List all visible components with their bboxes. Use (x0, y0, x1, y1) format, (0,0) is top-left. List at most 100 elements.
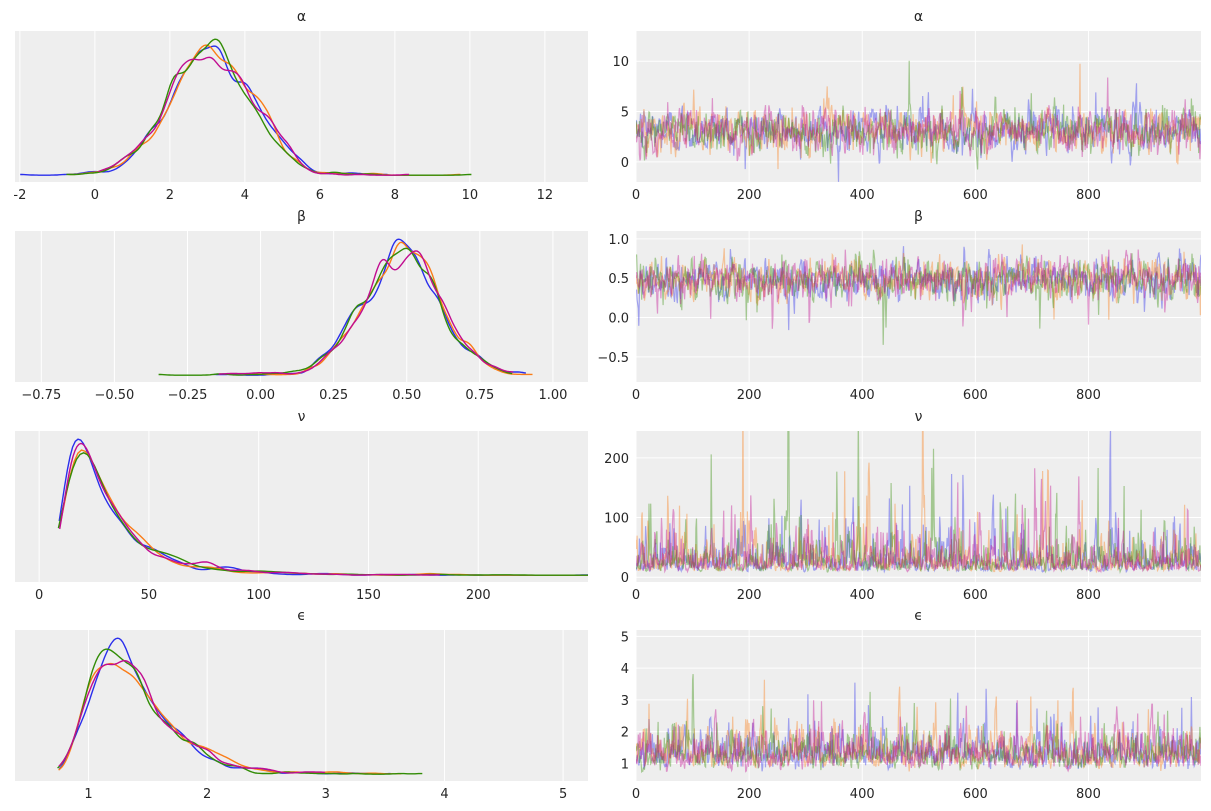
x-tick-label: 200 (737, 787, 762, 802)
x-tick-label: −0.50 (94, 388, 134, 403)
y-tick-label: 4 (621, 662, 629, 677)
x-tick-label: 200 (466, 588, 491, 603)
panel-title: α (914, 9, 923, 25)
plot-area (636, 431, 1201, 582)
x-tick-label: 0.25 (319, 388, 348, 403)
kde-panel-2: −0.75 −0.50 −0.25 0.00 0.25 0.50 0.75 1.00 β (15, 209, 588, 403)
x-tick-label: 6 (316, 188, 324, 203)
x-tick-label: 600 (963, 388, 988, 403)
x-tick-label: 1 (84, 787, 92, 802)
plot-area (15, 431, 588, 582)
x-tick-label: 200 (737, 588, 762, 603)
x-tick-label: 100 (246, 588, 271, 603)
x-tick-label: 10 (462, 188, 479, 203)
x-tick-label: 0 (632, 787, 640, 802)
x-tick-label: 400 (850, 188, 875, 203)
y-tick-label: 0 (621, 156, 629, 171)
trace-line-chain-0 (636, 246, 1201, 331)
x-tick-label: 50 (141, 588, 158, 603)
trace-panel-1: 0 200 400 600 800 0 5 10 α (612, 9, 1201, 203)
trace-line-chain-1 (636, 431, 1201, 574)
kde-panel-3: 0 50 100 150 200 ν (15, 409, 588, 603)
y-tick-label: 1 (621, 758, 629, 773)
x-tick-label: 200 (737, 388, 762, 403)
x-tick-label: 8 (391, 188, 399, 203)
trace-line-chain-1 (636, 244, 1201, 320)
x-tick-label: 3 (322, 787, 330, 802)
plot-area (636, 231, 1201, 382)
trace-line-chain-3 (636, 468, 1201, 574)
panel-title: α (297, 9, 306, 25)
x-tick-label: 1.00 (538, 388, 567, 403)
x-tick-label: -2 (13, 188, 26, 203)
x-tick-label: 200 (737, 188, 762, 203)
x-tick-label: 800 (1076, 787, 1101, 802)
kde-line-chain-1 (59, 449, 588, 576)
x-tick-label: −0.25 (168, 388, 208, 403)
x-tick-label: 0 (35, 588, 43, 603)
trace-line-chain-1 (636, 63, 1201, 170)
x-tick-label: 0 (632, 188, 640, 203)
x-tick-label: 600 (963, 787, 988, 802)
x-tick-label: 0.00 (246, 388, 275, 403)
trace-panel-2: 0 200 400 600 800 −0.5 0.0 0.5 1.0 β (597, 209, 1201, 403)
x-tick-label: 0 (632, 588, 640, 603)
panel-title: ϵ (914, 608, 923, 624)
x-tick-label: 2 (203, 787, 211, 802)
y-tick-label: 5 (621, 106, 629, 121)
plot-area (15, 31, 588, 182)
x-tick-label: 400 (850, 588, 875, 603)
x-tick-label: 0.50 (392, 388, 421, 403)
y-tick-label: −0.5 (597, 351, 629, 366)
plot-area (15, 630, 588, 781)
x-tick-label: 2 (166, 188, 174, 203)
x-tick-label: 5 (559, 787, 567, 802)
x-tick-label: 400 (850, 787, 875, 802)
plot-area (15, 231, 588, 382)
x-tick-label: 0 (91, 188, 99, 203)
x-tick-label: 800 (1076, 588, 1101, 603)
x-tick-label: 600 (963, 588, 988, 603)
y-tick-label: 3 (621, 694, 629, 709)
plot-area (636, 31, 1201, 182)
trace-line-chain-0 (636, 682, 1201, 772)
trace-line-chain-0 (636, 431, 1201, 574)
kde-line-chain-3 (218, 250, 514, 375)
y-tick-label: 0.5 (608, 272, 629, 287)
y-tick-label: 10 (612, 55, 629, 70)
kde-line-chain-3 (59, 442, 440, 576)
x-tick-label: 4 (241, 188, 249, 203)
panel-title: ϵ (297, 608, 306, 624)
y-tick-label: 2 (621, 726, 629, 741)
y-tick-label: 5 (621, 630, 629, 645)
trace-line-chain-3 (636, 700, 1201, 773)
y-tick-label: 100 (604, 512, 629, 527)
trace-panel-4: 0 200 400 600 800 1 2 3 4 5 ϵ (621, 608, 1201, 802)
plot-area (636, 630, 1201, 781)
panel-title: ν (915, 409, 923, 425)
kde-line-chain-1 (58, 662, 402, 775)
x-tick-label: 150 (356, 588, 381, 603)
x-tick-label: −0.75 (21, 388, 61, 403)
kde-panel-1: -2 0 2 4 6 8 10 12 α (13, 9, 588, 203)
y-tick-label: 0.0 (608, 312, 629, 327)
panel-title: ν (298, 409, 306, 425)
trace-line-chain-2 (636, 249, 1201, 345)
x-tick-label: 600 (963, 188, 988, 203)
kde-panel-4: 1 2 3 4 5 ϵ (15, 608, 588, 802)
trace-line-chain-3 (636, 77, 1201, 162)
panel-title: β (914, 209, 923, 225)
y-tick-label: 200 (604, 452, 629, 467)
trace-line-chain-2 (636, 431, 1201, 575)
trace-line-chain-3 (636, 249, 1201, 329)
trace-line-chain-0 (636, 83, 1201, 182)
x-tick-label: 800 (1076, 188, 1101, 203)
x-tick-label: 400 (850, 388, 875, 403)
trace-panel-3: 0 200 400 600 800 0 100 200 ν (604, 409, 1201, 603)
y-tick-label: 1.0 (608, 233, 629, 248)
kde-line-chain-3 (58, 659, 325, 774)
y-tick-label: 0 (621, 571, 629, 586)
trace-line-chain-2 (636, 674, 1201, 774)
x-tick-label: 12 (537, 188, 554, 203)
